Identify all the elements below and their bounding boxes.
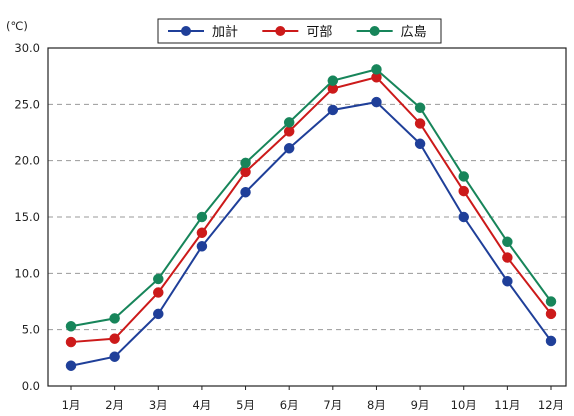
data-point-s3-9 [414,102,426,113]
data-point-s1-6 [283,143,295,154]
data-point-s1-10 [458,211,469,223]
legend-swatch-marker [369,26,380,36]
data-point-s1-7 [327,104,339,116]
data-point-s2-12 [545,308,557,320]
data-point-s1-1 [65,360,77,371]
x-tick-label: 1月 [62,398,81,412]
data-point-s1-4 [196,241,208,252]
legend-label: 加計 [212,24,238,40]
y-unit-label: (℃) [6,19,28,33]
legend-label: 広島 [401,25,427,40]
legend-box [157,18,442,44]
data-point-s1-8 [371,96,382,108]
data-point-s1-11 [502,275,513,287]
y-tick-label: 25.0 [14,97,40,111]
data-point-s1-12 [545,335,557,347]
data-point-s3-8 [371,64,382,75]
x-tick-label: 12月 [538,398,564,412]
x-tick-label: 6月 [280,398,299,412]
data-point-s1-2 [109,351,120,362]
data-point-s2-6 [283,126,295,137]
plot-frame [47,47,567,387]
data-point-s2-1 [65,336,77,348]
y-tick-label: 30.0 [14,41,40,55]
series-line-1 [70,101,552,367]
legend-swatch-marker [275,26,286,36]
data-point-s2-2 [109,333,120,344]
x-tick-label: 2月 [105,398,124,412]
x-tick-label: 5月 [236,398,255,412]
data-point-s2-9 [414,118,426,129]
y-tick-label: 20.0 [14,154,40,168]
series-line-2 [70,76,552,344]
data-point-s2-3 [153,287,164,298]
data-point-s1-3 [153,308,164,320]
data-point-s3-11 [502,236,513,248]
series-line-3 [70,68,552,328]
x-tick-label: 11月 [494,398,520,412]
data-point-s3-2 [109,313,120,324]
x-tick-label: 4月 [192,398,211,412]
data-point-s3-10 [458,171,469,182]
y-tick-label: 15.0 [14,210,40,224]
data-point-s2-10 [458,185,469,197]
data-point-s3-6 [283,117,295,128]
legend-swatch-marker [181,26,191,36]
x-tick-label: 8月 [367,398,386,412]
data-point-s3-3 [153,273,164,285]
data-point-s1-9 [414,138,426,150]
data-point-s3-5 [240,157,251,169]
data-point-s3-4 [196,211,208,223]
data-point-s3-7 [327,75,339,86]
y-tick-label: 0.0 [22,379,40,393]
x-tick-label: 7月 [323,398,342,412]
x-tick-label: 9月 [411,398,430,412]
data-point-s3-1 [65,321,77,332]
y-tick-label: 5.0 [22,323,40,337]
y-tick-label: 10.0 [14,266,40,280]
data-point-s2-11 [502,252,513,263]
legend-label: 可部 [306,25,332,40]
x-tick-label: 10月 [451,398,477,412]
data-point-s3-12 [545,296,557,307]
data-point-s1-5 [240,186,251,198]
x-tick-label: 3月 [149,398,168,412]
data-point-s2-4 [196,227,208,239]
